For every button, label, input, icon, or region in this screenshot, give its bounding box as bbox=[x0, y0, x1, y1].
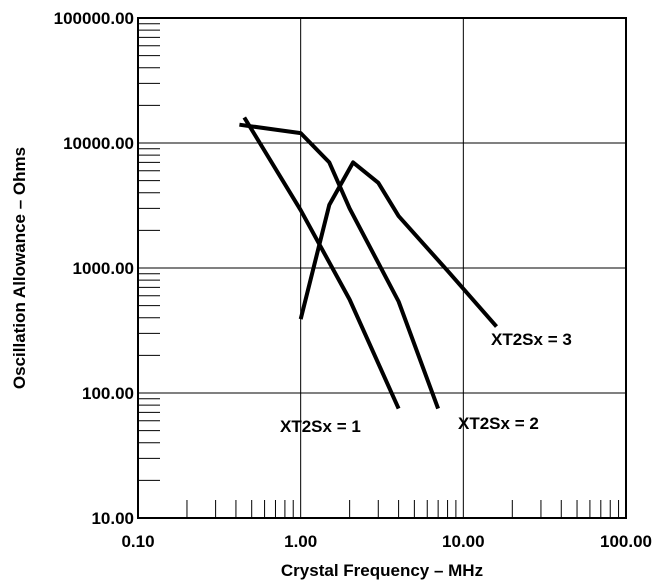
series-line-1 bbox=[242, 116, 401, 410]
y-tick-labels: 10.00 100.00 1000.00 10000.00 100000.00 bbox=[54, 9, 134, 528]
y-tick-label: 100000.00 bbox=[54, 9, 134, 28]
y-axis-label: Oscillation Allowance – Ohms bbox=[10, 147, 29, 389]
x-tick-label: 1.00 bbox=[284, 532, 317, 551]
x-tick-label: 10.00 bbox=[442, 532, 485, 551]
y-tick-label: 10.00 bbox=[91, 509, 134, 528]
series-label-xt2sx-1: XT2Sx = 1 bbox=[280, 417, 361, 436]
series-label-xt2sx-3: XT2Sx = 3 bbox=[491, 330, 572, 349]
series-label-xt2sx-2: XT2Sx = 2 bbox=[458, 414, 539, 433]
x-tick-label: 100.00 bbox=[600, 532, 652, 551]
y-tick-label: 100.00 bbox=[82, 384, 134, 403]
x-tick-labels: 0.10 1.00 10.00 100.00 bbox=[121, 532, 652, 551]
minor-ticks bbox=[138, 23, 620, 518]
x-axis-label: Crystal Frequency – MHz bbox=[281, 561, 483, 580]
y-tick-label: 10000.00 bbox=[63, 134, 134, 153]
series-line-2 bbox=[239, 122, 440, 410]
series-line-3 bbox=[298, 160, 499, 328]
x-tick-label: 0.10 bbox=[121, 532, 154, 551]
series-lines bbox=[239, 116, 499, 410]
y-tick-label: 1000.00 bbox=[73, 259, 134, 278]
plot-frame bbox=[137, 17, 627, 519]
